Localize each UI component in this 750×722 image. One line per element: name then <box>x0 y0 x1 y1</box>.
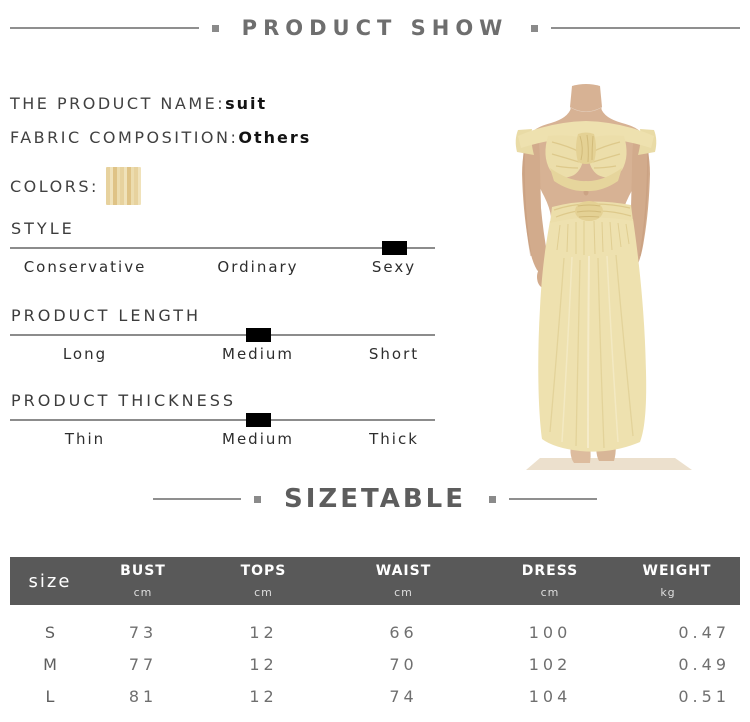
tops-cell: 12 <box>249 686 278 706</box>
style-scale-line <box>10 241 435 255</box>
bust-cell: 81 <box>128 686 158 706</box>
length-option-short: Short <box>368 345 420 363</box>
weight-cell: 0.47 <box>678 622 730 642</box>
weight-cell: 0.51 <box>678 686 730 706</box>
size-cell: M <box>43 654 57 674</box>
dress-cell: 100 <box>528 622 572 642</box>
product-name-value: suit <box>225 94 268 113</box>
length-scale-options: Long Medium Short <box>10 345 435 365</box>
sizetable-heading: SIZETABLE <box>10 484 740 514</box>
column-unit: cm <box>133 586 153 599</box>
size-table: size BUST cm TOPS cm WAIST cm DRESS cm W… <box>10 557 740 712</box>
length-scale-marker <box>246 328 271 342</box>
style-option-sexy: Sexy <box>371 258 417 276</box>
column-header-tops: TOPS cm <box>196 557 331 605</box>
waist-cell: 74 <box>389 686 418 706</box>
column-header-waist: WAIST cm <box>331 557 476 605</box>
style-scale-options: Conservative Ordinary Sexy <box>10 258 435 278</box>
style-scale-label: STYLE <box>11 219 75 238</box>
column-label: BUST <box>120 563 166 579</box>
square-bullet-icon <box>211 24 219 32</box>
product-photo <box>490 80 750 470</box>
thickness-option-thin: Thin <box>64 430 106 448</box>
column-label: WEIGHT <box>642 563 712 579</box>
column-unit: cm <box>254 586 273 599</box>
column-unit: cm <box>540 586 560 599</box>
thickness-scale-section: PRODUCT THICKNESS Thin Medium Thick <box>10 391 435 453</box>
product-show-title: PRODUCT SHOW <box>241 16 509 40</box>
column-label: TOPS <box>240 563 287 579</box>
heading-rule-right <box>551 27 741 29</box>
style-option-ordinary: Ordinary <box>217 258 299 276</box>
fabric-value: Others <box>238 128 312 147</box>
fabric-label: FABRIC COMPOSITION: <box>10 128 239 147</box>
thickness-scale-options: Thin Medium Thick <box>10 430 435 450</box>
table-row-m: M 77 12 70 102 0.49 <box>10 648 740 680</box>
tops-cell: 12 <box>249 622 278 642</box>
thickness-scale-marker <box>246 413 271 427</box>
heading-rule-left <box>10 27 199 29</box>
waist-cell: 70 <box>389 654 418 674</box>
maxi-skirt-garment <box>538 201 647 452</box>
fabric-composition-line: FABRIC COMPOSITION:Others <box>10 128 311 147</box>
length-option-long: Long <box>62 345 108 363</box>
thickness-scale-line <box>10 413 435 427</box>
column-header-weight: WEIGHT kg <box>624 557 740 605</box>
waist-cell: 66 <box>389 622 418 642</box>
column-header-bust: BUST cm <box>90 557 196 605</box>
weight-cell: 0.49 <box>678 654 730 674</box>
heading-rule-left <box>153 498 241 500</box>
thickness-scale-label: PRODUCT THICKNESS <box>11 391 236 410</box>
column-header-size: size <box>28 570 72 592</box>
style-scale-section: STYLE Conservative Ordinary Sexy <box>10 219 435 281</box>
style-scale-marker <box>382 241 407 255</box>
length-scale-line <box>10 328 435 342</box>
size-table-body: S 73 12 66 100 0.47 M 77 12 70 102 0.49 … <box>10 605 740 712</box>
tops-cell: 12 <box>249 654 278 674</box>
length-scale-label: PRODUCT LENGTH <box>11 306 202 325</box>
mannequin-base <box>526 458 692 470</box>
thickness-option-thick: Thick <box>369 430 419 448</box>
heading-rule-right <box>509 498 597 500</box>
thickness-option-medium: Medium <box>222 430 294 448</box>
dress-cell: 102 <box>528 654 572 674</box>
column-unit: kg <box>660 586 676 599</box>
length-option-medium: Medium <box>222 345 294 363</box>
square-bullet-icon <box>254 495 261 503</box>
size-table-header: size BUST cm TOPS cm WAIST cm DRESS cm W… <box>10 557 740 605</box>
column-header-dress: DRESS cm <box>476 557 624 605</box>
product-show-heading: PRODUCT SHOW <box>10 16 741 40</box>
colors-label: COLORS: <box>10 176 99 196</box>
column-label: WAIST <box>375 563 432 579</box>
square-bullet-icon <box>489 495 496 503</box>
product-name-line: THE PRODUCT NAME:suit <box>10 94 267 113</box>
size-cell: S <box>44 622 56 642</box>
bust-cell: 77 <box>128 654 158 674</box>
style-option-conservative: Conservative <box>23 258 147 276</box>
column-label: DRESS <box>521 563 579 579</box>
length-scale-section: PRODUCT LENGTH Long Medium Short <box>10 306 435 368</box>
bust-cell: 73 <box>128 622 158 642</box>
crop-top-garment <box>515 121 657 192</box>
table-row-l: L 81 12 74 104 0.51 <box>10 680 740 712</box>
mannequin-illustration <box>515 84 692 470</box>
product-name-label: THE PRODUCT NAME: <box>10 94 226 113</box>
colors-line: COLORS: <box>10 167 141 205</box>
dress-cell: 104 <box>528 686 572 706</box>
square-bullet-icon <box>531 24 539 32</box>
sizetable-title: SIZETABLE <box>284 484 466 514</box>
size-cell: L <box>45 686 55 706</box>
table-row-s: S 73 12 66 100 0.47 <box>10 616 740 648</box>
column-unit: cm <box>394 586 413 599</box>
color-swatch <box>105 167 141 205</box>
